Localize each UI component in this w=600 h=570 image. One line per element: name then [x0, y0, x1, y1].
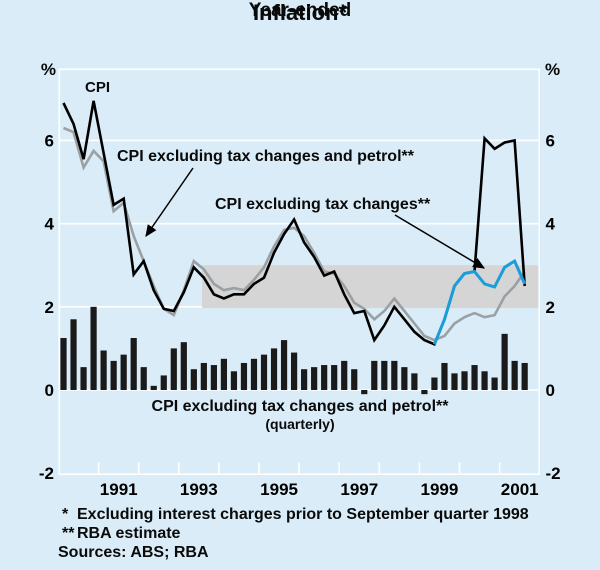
x-tick-label: 2001	[501, 480, 539, 499]
quarterly-bar	[280, 340, 288, 390]
x-tick-label: 1997	[340, 480, 378, 499]
quarterly-bar	[220, 358, 228, 390]
quarterly-bar	[321, 365, 328, 390]
y-axis-unit-left: %	[40, 60, 56, 79]
y-axis-unit-right: %	[545, 60, 561, 79]
ex-tax-petrol-line-label: CPI excluding tax changes and petrol**	[117, 148, 414, 165]
plot-frame	[58, 68, 540, 475]
quarterly-bar	[230, 371, 238, 390]
quarterly-bar	[301, 369, 308, 390]
quarterly-bar	[521, 362, 528, 390]
quarterly-bar	[411, 373, 418, 390]
y-tick-label-left: 4	[45, 215, 55, 234]
quarterly-bar	[250, 358, 258, 390]
quarterly-bar	[80, 367, 87, 390]
x-tick-label: 1991	[100, 480, 138, 499]
x-tick-label: 1995	[260, 480, 298, 499]
quarterly-bar	[150, 385, 157, 390]
y-tick-label-left: -2	[39, 464, 54, 483]
quarterly-bar	[391, 360, 398, 390]
quarterly-bar	[270, 348, 278, 390]
y-tick-label-left: 6	[45, 132, 54, 151]
footnote-marker-double-asterisk: **	[62, 525, 75, 542]
x-tick-label: 1993	[180, 480, 218, 499]
quarterly-bar	[421, 390, 428, 395]
cpi-line-label: CPI	[85, 79, 111, 96]
quarterly-bar	[90, 306, 97, 390]
quarterly-bar	[240, 362, 248, 390]
quarterly-bar	[180, 342, 187, 390]
quarterly-bar	[351, 369, 358, 390]
ex-tax-petrol-arrow	[145, 167, 194, 237]
quarterly-bar	[311, 367, 318, 390]
quarterly-bar	[331, 365, 338, 390]
quarterly-bar	[260, 354, 268, 390]
quarterly-bar	[70, 319, 77, 390]
footnote-text: Sources: ABS; RBA	[58, 544, 209, 561]
quarterly-bars-sublabel: (quarterly)	[265, 416, 335, 432]
quarterly-bar	[160, 375, 167, 390]
quarterly-bar	[441, 362, 448, 390]
y-tick-label-left: 0	[45, 381, 54, 400]
ex-tax-line-label: CPI excluding tax changes**	[215, 196, 431, 213]
quarterly-bar	[401, 367, 408, 390]
quarterly-bar	[130, 338, 137, 390]
footnote-excluding-interest: * Excluding interest charges prior to Se…	[58, 505, 529, 524]
quarterly-bars-label: CPI excluding tax changes and petrol**	[151, 398, 449, 415]
target-band	[202, 265, 540, 309]
ex-tax-petrol-line	[63, 126, 526, 342]
quarterly-bar	[361, 390, 368, 395]
quarterly-bar	[110, 360, 117, 390]
quarterly-bar	[501, 333, 508, 390]
y-tick-label-right: 0	[546, 381, 555, 400]
footnotes: * Excluding interest charges prior to Se…	[58, 505, 529, 562]
footnote-text: RBA estimate	[77, 525, 181, 542]
quarterly-bar	[471, 365, 478, 390]
quarterly-bar	[210, 365, 217, 390]
quarterly-bar	[100, 350, 107, 390]
quarterly-bar	[371, 360, 378, 390]
quarterly-bar	[120, 354, 127, 390]
quarterly-bar	[461, 371, 468, 390]
quarterly-bar	[451, 373, 458, 390]
quarterly-bar	[511, 360, 518, 390]
footnote-text: Excluding interest charges prior to Sept…	[77, 506, 529, 523]
quarterly-bar	[140, 367, 147, 390]
footnote-marker-asterisk: *	[62, 506, 69, 523]
y-tick-label-left: 2	[45, 298, 54, 317]
quarterly-bar	[491, 377, 498, 390]
quarterly-bar	[341, 360, 348, 390]
quarterly-bar	[381, 360, 388, 390]
y-tick-label-right: 6	[546, 132, 555, 151]
quarterly-bar	[431, 377, 438, 390]
ex-tax-arrow	[394, 214, 486, 269]
chart-title: Inflation*	[252, 0, 348, 25]
quarterly-bar	[200, 362, 207, 390]
y-tick-label-right: 2	[546, 298, 555, 317]
x-tick-label: 1999	[420, 480, 458, 499]
ex-tax-line	[433, 258, 527, 345]
chart-subtitle: Year-ended	[248, 0, 352, 21]
footnote-sources: Sources: ABS; RBA	[58, 543, 529, 562]
quarterly-bar	[60, 338, 67, 390]
y-tick-label-right: 4	[546, 215, 556, 234]
y-tick-label-right: -2	[546, 464, 561, 483]
footnote-rba-estimate: ** RBA estimate	[58, 524, 529, 543]
quarterly-bar	[290, 352, 298, 390]
quarterly-bar	[190, 369, 197, 390]
quarterly-bar	[481, 371, 488, 390]
quarterly-bar	[170, 348, 177, 390]
